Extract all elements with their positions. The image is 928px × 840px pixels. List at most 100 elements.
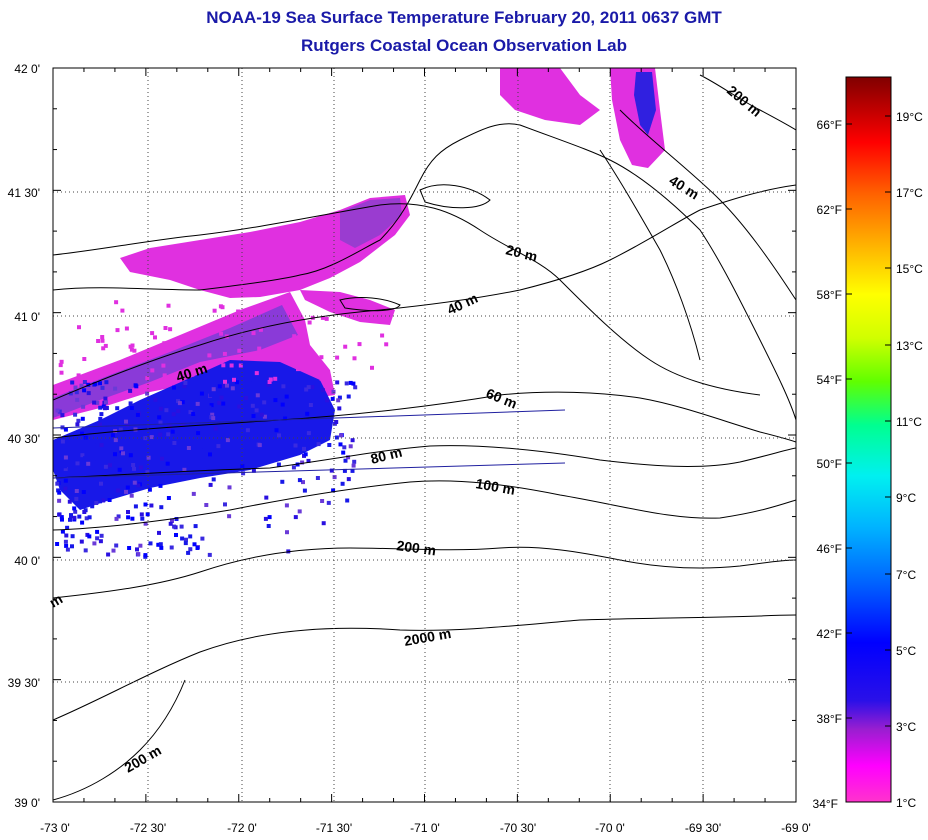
sst-pixel [348,380,353,385]
sst-pixel [63,464,67,469]
sst-pixel [149,435,154,440]
island-outline-2 [419,184,491,209]
sst-pixel [169,545,174,550]
sst-pixel [238,363,243,368]
sst-pixel [326,500,331,505]
sst-pixel [103,343,108,348]
sst-pixel [268,377,273,382]
sst-pixel [172,524,177,529]
sst-pixel [115,328,120,333]
sst-pixel [217,389,222,394]
sst-pixel [258,327,263,332]
track-line-2 [52,462,566,479]
sst-pixel [263,516,268,521]
sst-pixel [58,439,63,444]
celsius-label: 11°C [896,415,922,429]
lon-label: -72 0' [227,821,257,835]
sst-pixel [268,302,273,307]
contour-label: 2000 m [403,625,453,649]
fahrenheit-scale: 66°F 62°F 58°F 54°F 50°F 46°F 42°F 38°F … [813,118,842,811]
sst-pixel [320,388,325,393]
sst-pixel [145,391,150,396]
sst-pixel [297,509,302,514]
sst-pixel [266,382,271,387]
sst-pixel [75,422,80,427]
sst-pixel [82,510,87,514]
contour-80m [53,445,796,479]
sst-pixel [72,515,77,520]
sst-pixel [293,443,298,448]
sst-pixel [172,441,177,445]
sst-pixel [103,464,108,469]
sst-pixel [80,453,85,458]
sst-pixel [95,373,100,378]
sst-pixel [101,346,106,351]
sst-pixel [325,398,330,403]
sst-pixel [120,308,125,313]
sst-pixel [195,546,200,550]
sst-swath-northeast-blue [634,72,656,135]
celsius-label: 19°C [896,110,923,124]
sst-pixel [299,316,303,321]
sst-pixel [75,449,79,454]
sst-pixel [352,356,357,361]
contour-label: 200 m [396,537,438,558]
sst-pixel [122,438,127,443]
sst-pixel [237,404,242,409]
longitude-axis: -73 0' -72 30' -72 0' -71 30' -71 0' -70… [40,821,811,835]
coastline [53,123,796,421]
sst-pixel [319,376,324,381]
sst-pixel [192,542,197,547]
sst-pixel [99,412,104,417]
sst-pixel [350,468,355,473]
sst-pixel [145,470,150,475]
sst-pixel [204,503,209,507]
sst-pixel [59,370,64,375]
sst-pixel [219,331,224,336]
sst-pixel [231,396,236,401]
sst-pixel [113,429,118,433]
sst-pixel [70,534,75,539]
sst-pixel [300,323,305,328]
sst-pixel [69,513,73,518]
sst-pixel [86,391,91,396]
sst-pixel [232,377,236,382]
sst-pixel [55,408,60,413]
sst-pixel [168,521,173,526]
sst-pixel [74,390,79,395]
sst-pixel [226,463,231,468]
sst-pixel [150,368,155,373]
sst-pixel [161,363,166,368]
sst-pixel [332,475,337,480]
sst-pixel [119,446,124,451]
sst-pixel [307,320,312,325]
sst-pixel [240,464,245,468]
sst-pixel [95,400,100,405]
map-subtitle: Rutgers Coastal Ocean Observation Lab [301,36,627,55]
sst-pixel [143,502,148,507]
sst-pixel [297,478,302,483]
sst-pixel [305,411,310,416]
sst-pixel [320,315,325,320]
sst-pixel [327,443,332,447]
sst-pixel [133,383,138,388]
sst-pixel [341,450,346,455]
sst-pixel [188,410,193,415]
sst-pixel [128,344,133,349]
sst-pixel [73,412,78,417]
sst-pixel [254,371,259,376]
sst-pixel [63,467,68,471]
sst-pixel [76,418,81,423]
sst-pixel [235,380,240,385]
sst-pixel [274,428,279,433]
sst-pixel [164,408,169,413]
sst-pixel [216,444,221,449]
sst-swath-northeast [500,68,600,125]
sst-pixel [113,438,118,443]
sst-pixel [147,487,152,492]
sst-pixel [338,442,343,447]
sst-pixel [255,393,260,398]
sst-pixel [75,461,80,466]
sst-pixel [99,443,104,448]
